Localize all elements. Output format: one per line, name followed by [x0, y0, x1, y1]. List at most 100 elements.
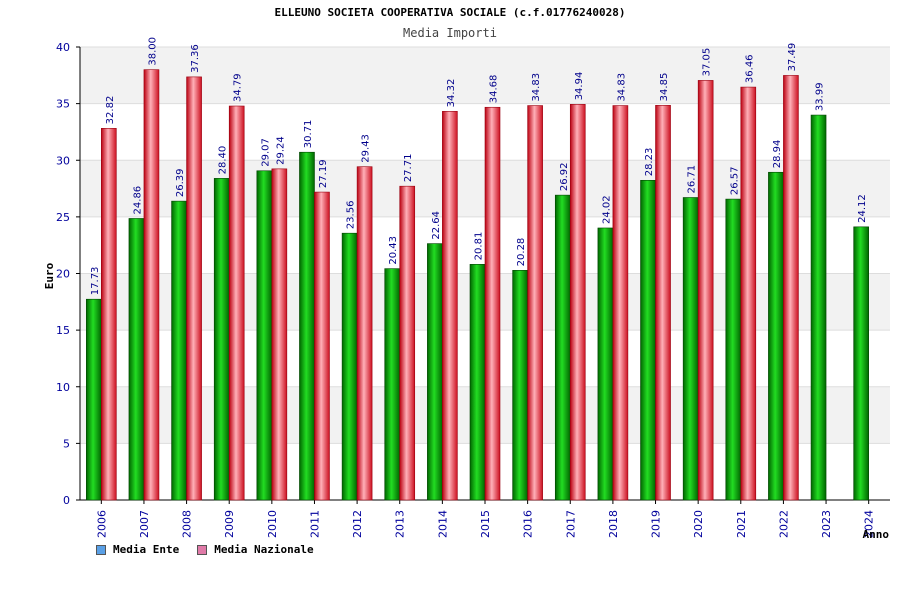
- bar-media-ente: [384, 268, 401, 501]
- x-tick-label: 2022: [777, 510, 790, 538]
- y-tick-label: 35: [56, 98, 70, 111]
- x-tick-label: 2011: [308, 510, 321, 538]
- legend-item-media-ente: Media Ente: [96, 543, 179, 556]
- bar-media-ente: [640, 179, 656, 501]
- x-tick-label: 2012: [351, 510, 364, 538]
- data-label: 37.49: [787, 43, 798, 72]
- bar-media-nazionale: [569, 104, 586, 501]
- data-label: 20.81: [474, 232, 485, 261]
- data-label: 33.99: [815, 82, 826, 111]
- bar-media-nazionale: [314, 191, 330, 501]
- y-axis-label: Euro: [43, 262, 56, 289]
- data-label: 26.92: [559, 162, 570, 191]
- bar-media-ente: [469, 264, 486, 501]
- chart-subtitle: Media Importi: [403, 26, 497, 40]
- y-tick-label: 5: [63, 437, 70, 450]
- x-tick-label: 2013: [394, 510, 407, 538]
- data-label: 32.82: [105, 96, 116, 125]
- x-tick-label: 2016: [522, 510, 535, 538]
- legend-item-media-nazionale: Media Nazionale: [197, 543, 314, 556]
- data-label: 28.94: [772, 140, 783, 169]
- data-label: 34.68: [489, 75, 500, 104]
- y-tick-label: 10: [56, 381, 70, 394]
- y-tick-label: 30: [56, 154, 70, 167]
- x-tick-label: 2024: [863, 510, 876, 538]
- data-label: 34.83: [531, 73, 542, 102]
- data-label: 24.12: [857, 194, 868, 223]
- y-tick-label: 25: [56, 211, 70, 224]
- bar-media-nazionale: [399, 185, 416, 501]
- x-tick-label: 2020: [692, 510, 705, 538]
- data-label: 22.64: [431, 211, 442, 240]
- data-label: 30.71: [303, 120, 314, 149]
- data-label: 29.07: [260, 138, 271, 167]
- bar-media-nazionale: [228, 105, 245, 501]
- legend-swatch-media-nazionale: [197, 544, 208, 555]
- bar-media-nazionale: [484, 106, 501, 501]
- bar-media-ente: [810, 114, 827, 501]
- data-label: 20.43: [388, 236, 399, 265]
- bar-media-nazionale: [442, 111, 458, 501]
- data-label: 20.28: [516, 238, 527, 267]
- data-label: 34.83: [616, 73, 627, 102]
- legend: Media Ente Media Nazionale: [96, 543, 314, 556]
- x-tick-label: 2019: [650, 510, 663, 538]
- bar-media-ente: [299, 151, 315, 501]
- data-label: 26.71: [687, 165, 698, 194]
- legend-swatch-media-ente: [96, 544, 106, 555]
- bar-media-nazionale: [527, 105, 543, 501]
- bar-media-nazionale: [740, 86, 757, 501]
- bar-media-nazionale: [143, 69, 160, 501]
- x-tick-label: 2018: [607, 510, 620, 538]
- bar-media-ente: [427, 243, 443, 501]
- data-label: 37.36: [190, 44, 201, 73]
- data-label: 34.79: [233, 73, 244, 102]
- bar-media-nazionale: [612, 105, 629, 501]
- bar-media-ente: [171, 200, 187, 501]
- bar-media-ente: [256, 170, 273, 501]
- data-label: 36.46: [744, 54, 755, 83]
- x-tick-label: 2010: [266, 510, 279, 538]
- data-label: 34.85: [659, 73, 670, 102]
- y-tick-label: 0: [63, 494, 70, 507]
- bar-media-ente: [682, 197, 699, 501]
- data-label: 27.71: [403, 154, 414, 183]
- bar-media-ente: [554, 194, 571, 501]
- bar-media-ente: [86, 298, 102, 501]
- x-tick-label: 2006: [95, 510, 108, 538]
- data-label: 28.40: [218, 146, 229, 175]
- y-tick-label: 15: [56, 324, 70, 337]
- data-label: 34.32: [446, 79, 457, 108]
- x-tick-label: 2015: [479, 510, 492, 538]
- bar-media-ente: [853, 226, 869, 501]
- data-label: 28.23: [644, 148, 655, 177]
- bar-media-nazionale: [101, 128, 117, 501]
- legend-label-media-nazionale: Media Nazionale: [214, 543, 314, 556]
- bar-media-ente: [341, 232, 358, 501]
- bar-media-ente: [213, 178, 230, 501]
- chart-title: ELLEUNO SOCIETA COOPERATIVA SOCIALE (c.f…: [274, 6, 626, 19]
- data-label: 27.19: [318, 159, 329, 188]
- data-label: 37.05: [702, 48, 713, 77]
- x-tick-label: 2023: [820, 510, 833, 538]
- data-label: 24.02: [601, 195, 612, 224]
- data-label: 17.73: [90, 267, 101, 296]
- bar-media-nazionale: [271, 168, 288, 501]
- legend-label-media-ente: Media Ente: [113, 543, 180, 556]
- data-label: 34.94: [574, 72, 585, 101]
- bar-media-nazionale: [697, 80, 714, 501]
- bar-media-nazionale: [655, 105, 671, 501]
- data-label: 24.86: [132, 186, 143, 215]
- data-label: 26.39: [175, 168, 186, 197]
- bar-media-ente: [768, 171, 784, 501]
- x-tick-label: 2017: [564, 510, 577, 538]
- y-tick-label: 20: [56, 268, 70, 281]
- bar-media-ente: [128, 218, 145, 501]
- bar-media-nazionale: [783, 75, 799, 501]
- x-tick-label: 2009: [223, 510, 236, 538]
- bar-media-ente: [597, 227, 614, 501]
- bar-media-ente: [725, 198, 742, 501]
- y-tick-label: 40: [56, 41, 70, 54]
